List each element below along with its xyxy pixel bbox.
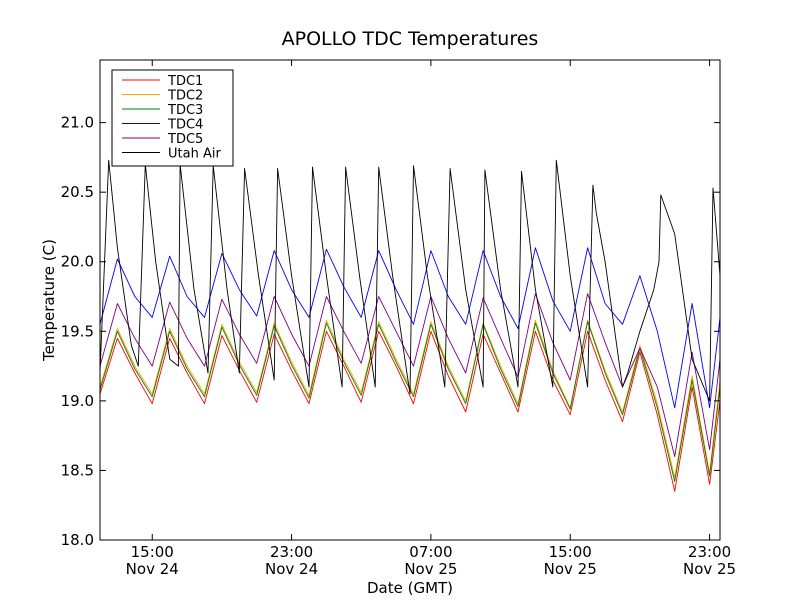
legend-label: TDC5 — [167, 132, 203, 147]
legend-label: TDC1 — [167, 74, 203, 89]
legend-label: TDC2 — [167, 89, 203, 104]
chart-title: APOLLO TDC Temperatures — [282, 28, 539, 50]
series-line-tdc2 — [99, 319, 721, 478]
x-tick-label-date: Nov 24 — [265, 560, 318, 578]
x-tick-label-time: 15:00 — [549, 543, 592, 561]
legend-label: Utah Air — [168, 147, 221, 162]
x-tick-label-date: Nov 25 — [683, 560, 736, 578]
x-tick-label-time: 23:00 — [688, 543, 731, 561]
legend-label: TDC4 — [167, 118, 203, 133]
plot-frame — [99, 59, 721, 541]
x-tick-label-date: Nov 25 — [544, 560, 597, 578]
x-tick-label-date: Nov 24 — [126, 560, 179, 578]
y-tick-label: 18.5 — [61, 461, 94, 479]
y-tick-label: 21.0 — [61, 114, 94, 132]
y-tick-label: 18.0 — [61, 531, 94, 549]
x-tick-label-time: 15:00 — [131, 543, 174, 561]
x-tick-label-time: 07:00 — [409, 543, 452, 561]
series-line-tdc3 — [99, 321, 721, 483]
series-line-utah-air — [99, 159, 721, 402]
y-axis-label: Temperature (C) — [40, 239, 58, 362]
x-axis-label: Date (GMT) — [367, 579, 453, 597]
y-tick-label: 19.0 — [61, 392, 94, 410]
y-tick-label: 20.0 — [61, 253, 94, 271]
y-tick-label: 19.5 — [61, 322, 94, 340]
x-tick-label-time: 23:00 — [270, 543, 313, 561]
legend-frame — [111, 69, 234, 167]
legend-label: TDC3 — [167, 103, 203, 118]
y-tick-label: 20.5 — [61, 183, 94, 201]
series-line-tdc4 — [99, 247, 721, 409]
series-line-tdc1 — [99, 330, 721, 492]
x-tick-label-date: Nov 25 — [404, 560, 457, 578]
series-layer — [99, 159, 721, 492]
